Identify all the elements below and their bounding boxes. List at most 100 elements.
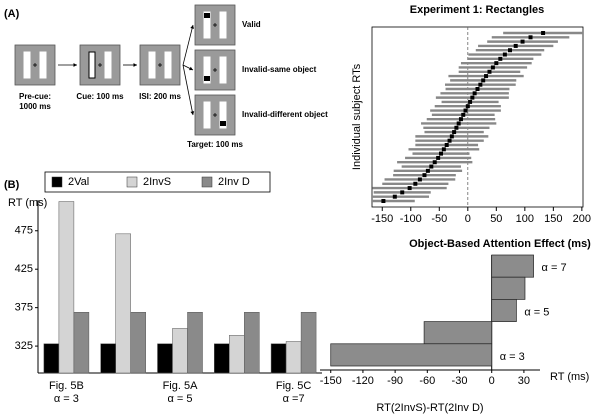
point <box>425 168 430 173</box>
bar <box>157 343 173 374</box>
y-axis-label: RT (ms) <box>8 197 47 209</box>
point <box>407 186 412 191</box>
x-tick-label: 0 <box>489 375 495 387</box>
chart-title: Object-Based Attention Effect (ms) <box>409 238 591 250</box>
bar <box>100 343 116 374</box>
trial-diagram: Pre-cue: 1000 ms Cue: 100 ms ISI: 200 ms… <box>14 4 328 149</box>
object-rect <box>219 56 227 84</box>
x-tick-label: 30 <box>518 375 530 387</box>
point <box>465 104 470 109</box>
plot-frame <box>371 26 584 208</box>
bar <box>491 299 517 322</box>
point <box>417 177 422 182</box>
chart-title: Experiment 1: Rectangles <box>410 4 545 16</box>
bar <box>229 335 245 374</box>
step-label: Pre-cue: <box>19 92 51 101</box>
bar <box>285 341 302 374</box>
bar <box>73 312 90 374</box>
x-tick-label: 200 <box>573 213 591 225</box>
bar <box>300 312 317 374</box>
bar <box>172 328 188 374</box>
bar <box>423 321 493 345</box>
y-tick-label: 425 <box>15 263 33 275</box>
object-rect <box>39 51 47 79</box>
panel-label: (A) <box>4 8 20 20</box>
point <box>449 134 454 139</box>
object-rect <box>23 51 31 79</box>
arrow-head <box>189 66 193 71</box>
arrow <box>182 24 194 66</box>
x-tick-label: 150 <box>544 213 562 225</box>
x-tick-label: -120 <box>352 375 374 387</box>
point <box>484 74 489 79</box>
target-label: Invalid-same object <box>242 65 317 74</box>
x-tick-label: -30 <box>452 375 468 387</box>
point <box>381 199 386 203</box>
target <box>204 13 210 18</box>
target-label: Valid <box>242 20 261 29</box>
legend-label: 2InvS <box>143 176 171 188</box>
frame <box>139 44 181 86</box>
point <box>513 43 518 48</box>
point <box>470 95 475 100</box>
x-tick-label: 100 <box>516 213 534 225</box>
point <box>478 82 483 87</box>
x-tick-label: -50 <box>431 213 447 225</box>
bar <box>58 201 75 374</box>
point <box>487 69 492 74</box>
x-tick-label: Fig. 5A <box>163 380 199 392</box>
point <box>429 164 434 169</box>
bar <box>330 343 493 367</box>
bar <box>214 343 230 374</box>
plot-area <box>372 27 583 207</box>
x-tick-sublabel: α = 3 <box>54 393 79 405</box>
point <box>413 181 418 186</box>
target <box>220 121 226 126</box>
point <box>436 155 441 160</box>
object-rect <box>164 51 172 79</box>
object-rect <box>88 51 96 79</box>
step-label: ISI: 200 ms <box>139 92 181 101</box>
object-rect <box>148 51 156 79</box>
legend-swatch <box>51 176 63 188</box>
point <box>508 48 513 53</box>
x-axis-label: RT(2InvS)-RT(2Inv D) <box>376 402 483 414</box>
point <box>481 78 486 83</box>
point <box>447 138 452 143</box>
legend-label: 2Val <box>68 176 89 188</box>
legend-label: 2Inv D <box>218 176 250 188</box>
point <box>541 31 546 35</box>
y-tick-label: α = 5 <box>524 307 549 319</box>
step-label: Target: 100 ms <box>187 140 243 149</box>
point <box>439 151 444 156</box>
arrow <box>182 64 194 116</box>
x-tick-label: -100 <box>400 213 422 225</box>
x-tick-label: -150 <box>320 375 342 387</box>
x-tick-label: -90 <box>387 375 403 387</box>
point <box>432 160 437 165</box>
arrow-head <box>190 111 195 115</box>
x-tick-label: Fig. 5B <box>49 380 84 392</box>
point <box>456 121 461 126</box>
x-tick-label: 0 <box>465 213 471 225</box>
point <box>444 143 449 147</box>
bar <box>115 233 131 374</box>
object-rect <box>203 11 211 39</box>
point <box>490 65 495 70</box>
point <box>392 194 397 199</box>
point <box>458 117 463 122</box>
point <box>468 99 473 104</box>
target <box>204 76 210 81</box>
point <box>400 190 405 195</box>
point <box>461 112 466 117</box>
point <box>452 130 457 135</box>
bar <box>187 312 203 374</box>
object-rect <box>219 11 227 39</box>
object-rect <box>219 101 227 129</box>
point <box>422 173 427 178</box>
arrow-head <box>73 63 77 67</box>
y-tick-label: 325 <box>15 340 33 352</box>
bar <box>244 312 260 374</box>
object-rect <box>203 101 211 129</box>
